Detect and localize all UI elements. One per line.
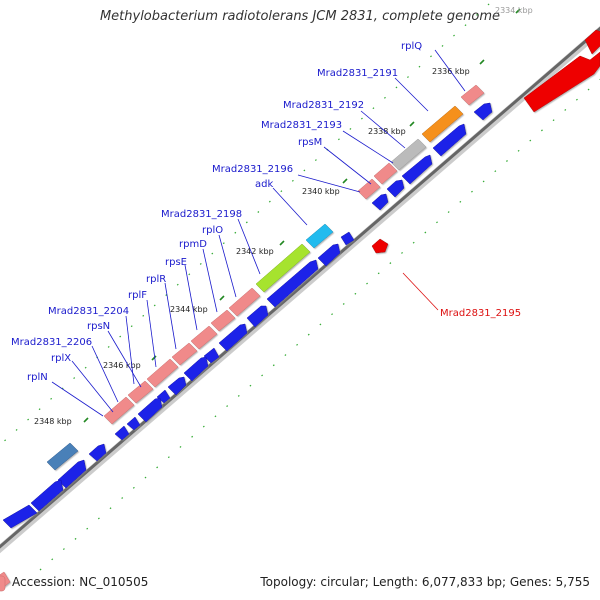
gene-label: Mrad2831_2196 — [212, 164, 293, 175]
gene-reverse[interactable] — [266, 259, 319, 308]
gene-reverse[interactable] — [30, 479, 64, 512]
genome-stats-text: Topology: circular; Length: 6,077,833 bp… — [260, 575, 590, 589]
gene-labels: rplQ Mrad2831_2191 Mrad2831_2192 Mrad283… — [11, 41, 422, 383]
red-genes — [371, 29, 600, 254]
gene-label-red: Mrad2831_2195 — [440, 308, 521, 319]
gene-reverse[interactable] — [88, 443, 107, 462]
tick-label: 2340 kbp — [302, 187, 340, 196]
gene-reverse[interactable] — [2, 504, 38, 529]
tick-label: 2344 kbp — [170, 305, 208, 314]
gene-reverse[interactable] — [203, 347, 220, 364]
label-connector-red — [402, 272, 439, 311]
gene-rplQ[interactable] — [460, 84, 485, 106]
gene-reverse[interactable] — [340, 231, 355, 246]
gene-rplX[interactable] — [103, 396, 135, 425]
gene-mrad2831-2193[interactable] — [390, 138, 427, 171]
gene-label: rplQ — [401, 41, 422, 52]
gene-reverse[interactable] — [137, 397, 163, 423]
gene-mrad2831-2196[interactable] — [357, 178, 381, 200]
gene-adk[interactable] — [305, 223, 334, 249]
gene-reverse[interactable] — [371, 193, 389, 211]
gene-reverse[interactable] — [386, 179, 405, 198]
gene-label: Mrad2831_2193 — [261, 120, 342, 131]
tick-label: 2346 kbp — [103, 361, 141, 370]
gene-rplR[interactable] — [171, 342, 198, 366]
gene-label: rplR — [146, 274, 166, 285]
map-title: Methylobacterium radiotolerans JCM 2831,… — [99, 9, 501, 24]
accession-text: Accession: NC_010505 — [12, 575, 149, 589]
tick-labels: 2334 kbp 2336 kbp 2338 kbp 2340 kbp 2342… — [34, 6, 533, 426]
gene-reverse[interactable] — [183, 356, 209, 382]
legend-swatch — [0, 575, 6, 592]
gene-reverse[interactable] — [432, 123, 467, 157]
gene-label: rpsE — [165, 257, 187, 268]
gene-label: Mrad2831_2204 — [48, 306, 129, 317]
gene-label: Mrad2831_2206 — [11, 337, 92, 348]
label-connectors — [51, 49, 466, 417]
gene-reverse[interactable] — [246, 305, 269, 328]
gene-label: rpmD — [179, 239, 207, 250]
gene-label: rplN — [27, 372, 48, 383]
gene-rpmD[interactable] — [210, 309, 236, 332]
gene-rplO[interactable] — [228, 287, 261, 317]
gene-reverse[interactable] — [126, 416, 141, 431]
gene-label: rplF — [128, 290, 147, 301]
gene-reverse[interactable] — [401, 154, 433, 185]
gene-mrad2831-2195[interactable] — [371, 238, 389, 254]
tick-label: 2342 kbp — [236, 247, 274, 256]
gene-reverse[interactable] — [473, 102, 493, 121]
gene-label: Mrad2831_2191 — [317, 68, 398, 79]
gene-label: Mrad2831_2198 — [161, 209, 242, 220]
gene-reverse[interactable] — [317, 243, 341, 267]
tick-label: 2334 kbp — [495, 6, 533, 15]
gene-reverse[interactable] — [218, 323, 248, 352]
gene-mrad2831-2192[interactable] — [421, 105, 464, 143]
gene-rpsM[interactable] — [373, 162, 398, 185]
gene-label: adk — [255, 179, 273, 190]
tick-label: 2348 kbp — [34, 417, 72, 426]
gene-rpsE[interactable] — [190, 325, 218, 350]
gene-label: rpsN — [87, 321, 110, 332]
gene-reverse[interactable] — [57, 459, 87, 489]
gene-rpsN[interactable] — [127, 380, 154, 404]
gene-reverse[interactable] — [167, 376, 187, 396]
gene-red-large-2[interactable] — [584, 29, 600, 55]
tick-label: 2338 kbp — [368, 127, 406, 136]
gene-red-large[interactable] — [523, 51, 600, 113]
forward-strand-genes — [0, 84, 485, 591]
gene-steelblue[interactable] — [46, 442, 79, 471]
gene-label: Mrad2831_2192 — [283, 100, 364, 111]
gene-mrad2831-2198[interactable] — [255, 243, 311, 293]
gene-reverse[interactable] — [114, 425, 130, 441]
tick-marks — [83, 8, 521, 423]
reverse-strand-genes — [2, 102, 493, 529]
gene-label: rplO — [202, 225, 223, 236]
gene-rplF[interactable] — [146, 358, 179, 388]
genome-backbone — [0, 26, 600, 554]
gene-label: rpsM — [298, 137, 322, 148]
gene-label: rplX — [51, 353, 71, 364]
